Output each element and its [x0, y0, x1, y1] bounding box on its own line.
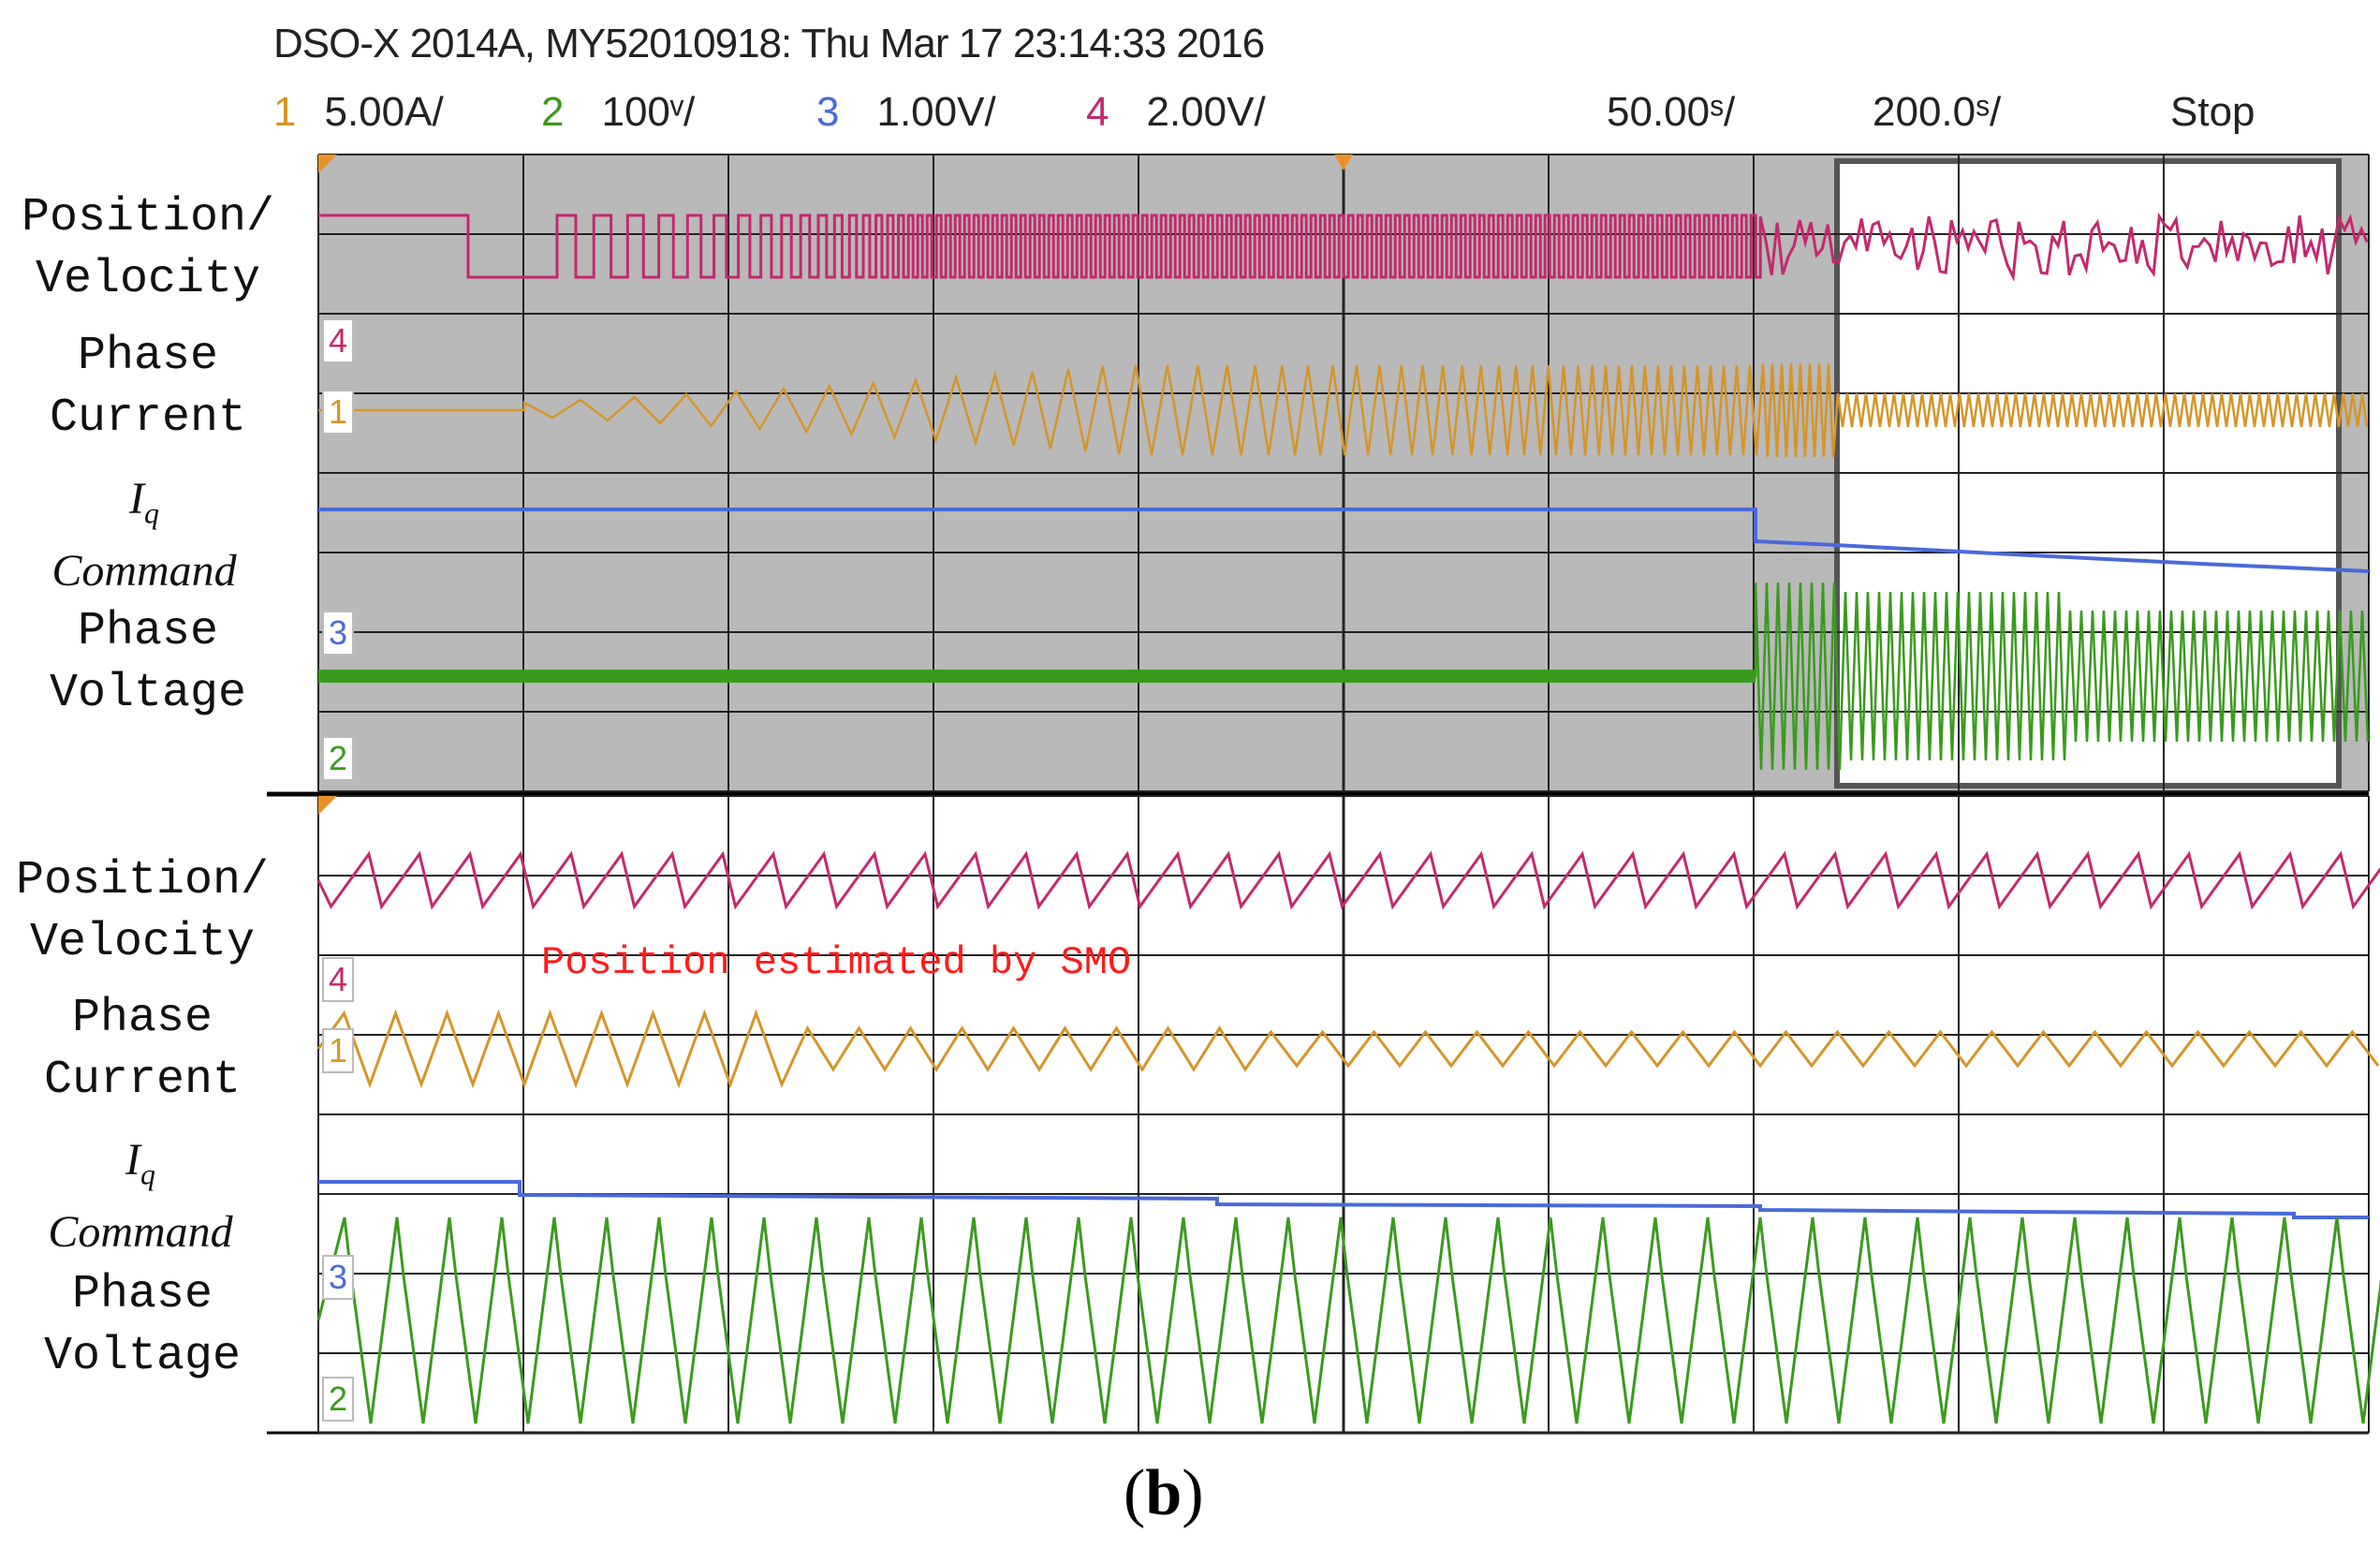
top-phase-v-label: Phase: [7, 601, 288, 663]
top-ch4-marker[interactable]: 4: [322, 318, 354, 363]
top-position-label: Position/: [7, 187, 288, 249]
bottom-phase-v-label: Phase: [2, 1264, 283, 1326]
bottom-ch3-marker[interactable]: 3: [322, 1255, 354, 1300]
top-ch2-noise-band: [318, 670, 1756, 683]
top-position-velocity-label: Position/ Velocity: [7, 187, 288, 311]
bottom-phase-current-label: Phase Current: [2, 988, 283, 1112]
bottom-ch1-marker[interactable]: 1: [322, 1028, 354, 1073]
top-ch2-marker[interactable]: 2: [322, 736, 354, 781]
bottom-current-label: Current: [2, 1050, 283, 1112]
bottom-command-label: Command: [0, 1203, 281, 1261]
top-voltage-label: Voltage: [7, 663, 288, 725]
bottom-phase-voltage-label: Phase Voltage: [2, 1264, 283, 1388]
figure-label: (b): [1124, 1456, 1204, 1531]
bottom-position-velocity-label: Position/ Velocity: [2, 850, 283, 974]
bottom-phase-label: Phase: [2, 988, 283, 1050]
top-ch3-marker[interactable]: 3: [322, 611, 354, 656]
top-phase-current-label: Phase Current: [7, 326, 288, 450]
top-ch1-marker[interactable]: 1: [322, 390, 354, 435]
top-current-label: Current: [7, 388, 288, 450]
figure-label-open: (: [1124, 1457, 1145, 1529]
top-iq-symbol: I: [129, 474, 144, 523]
bottom-iq-command-label: Iq Command: [0, 1131, 281, 1261]
bottom-voltage-label: Voltage: [2, 1326, 283, 1388]
figure-label-letter: b: [1145, 1457, 1182, 1529]
bottom-iq-subscript: q: [140, 1157, 155, 1191]
bottom-ch2-marker[interactable]: 2: [322, 1377, 354, 1422]
top-phase-voltage-label: Phase Voltage: [7, 601, 288, 725]
top-velocity-label: Velocity: [7, 249, 288, 311]
bottom-iq-symbol: I: [125, 1135, 140, 1185]
top-phase-label: Phase: [7, 326, 288, 388]
top-iq-subscript: q: [144, 496, 159, 530]
smo-annotation: Position estimated by SMO: [541, 940, 1131, 985]
figure-label-close: ): [1182, 1457, 1203, 1529]
bottom-velocity-label: Velocity: [2, 912, 283, 974]
top-iq-command-label: Iq Command: [4, 470, 285, 600]
top-command-label: Command: [4, 542, 285, 600]
bottom-ch4-marker[interactable]: 4: [322, 957, 354, 1002]
bottom-position-label: Position/: [2, 850, 283, 912]
